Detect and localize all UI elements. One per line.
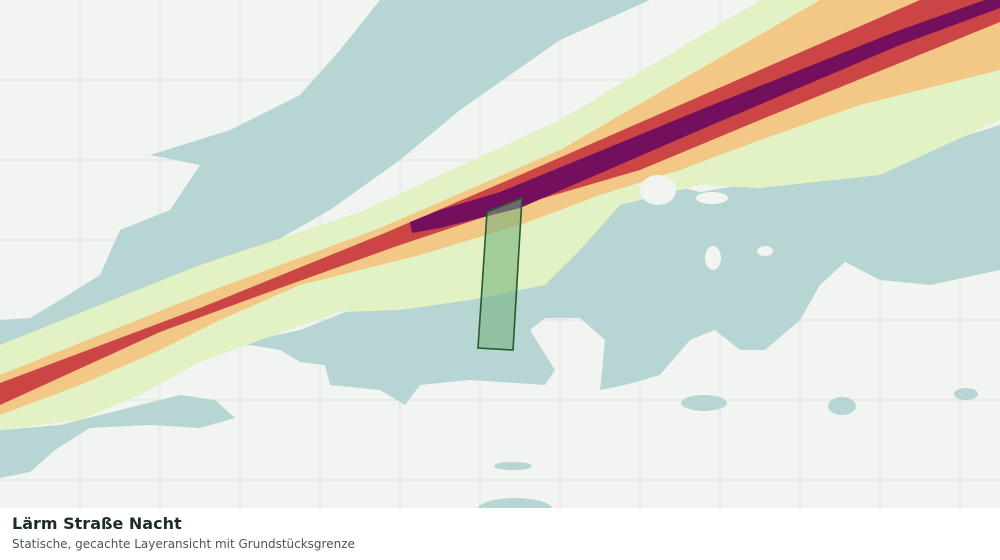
gap	[705, 246, 721, 270]
map-title: Lärm Straße Nacht	[12, 514, 182, 533]
gap	[757, 246, 773, 256]
noise-band-very-high	[410, 0, 1000, 233]
gap	[696, 192, 728, 204]
gap	[640, 175, 676, 205]
map-subtitle: Statische, gecachte Layeransicht mit Gru…	[12, 537, 355, 551]
water-areas	[0, 0, 1000, 508]
parcel-boundary[interactable]	[477, 196, 523, 351]
caption: Lärm Straße Nacht Statische, gecachte La…	[0, 508, 1000, 560]
map	[0, 0, 1000, 508]
